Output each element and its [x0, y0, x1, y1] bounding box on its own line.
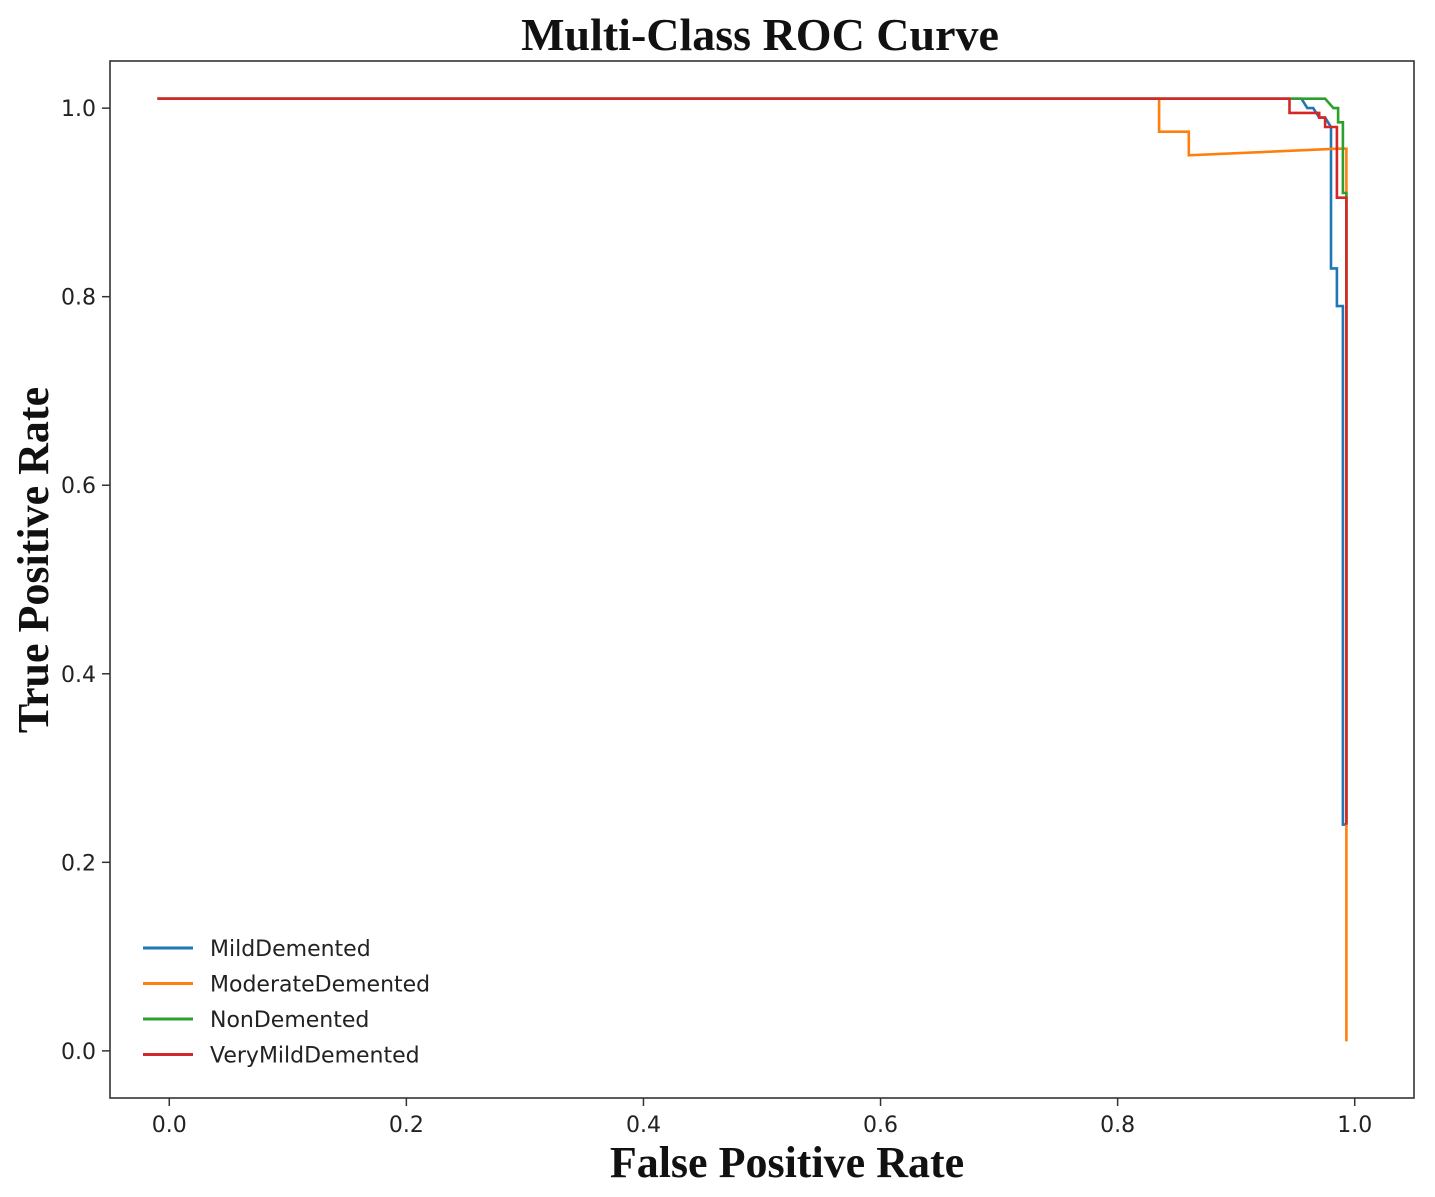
y-tick-label: 0.0	[61, 1040, 96, 1065]
y-tick-label: 0.8	[61, 286, 96, 311]
x-tick-label: 0.4	[626, 1113, 661, 1138]
x-tick-label: 0.0	[152, 1113, 187, 1138]
legend-label-non-demented: NonDemented	[210, 1008, 369, 1033]
legend-label-very-mild-demented: VeryMildDemented	[210, 1044, 420, 1069]
legend-label-moderate-demented: ModerateDemented	[210, 973, 430, 998]
x-tick-label: 0.6	[863, 1113, 898, 1138]
y-tick-label: 1.0	[61, 97, 96, 122]
series-line-very-mild-demented	[157, 97, 1348, 825]
series-line-moderate-demented	[157, 97, 1348, 1042]
plot-frame	[109, 60, 1415, 1099]
legend-label-mild-demented: MildDemented	[210, 937, 371, 962]
x-tick-label: 0.2	[389, 1113, 424, 1138]
y-axis-label: True Positive Rate	[9, 387, 58, 733]
y-tick-label: 0.6	[61, 474, 96, 499]
chart-title: Multi-Class ROC Curve	[521, 9, 999, 60]
y-tick-label: 0.2	[61, 851, 96, 876]
x-tick-label: 0.8	[1100, 1113, 1135, 1138]
x-tick-label: 1.0	[1337, 1113, 1372, 1138]
plot-area: 0.0 0.2 0.4 0.6 0.8 1.0 0.0 0.2 0.4 0.6 0.8 1.0 Mild…	[61, 60, 1415, 1138]
y-tick-label: 0.4	[61, 663, 96, 688]
series-line-non-demented	[157, 97, 1348, 825]
x-axis-label: False Positive Rate	[610, 1138, 964, 1187]
